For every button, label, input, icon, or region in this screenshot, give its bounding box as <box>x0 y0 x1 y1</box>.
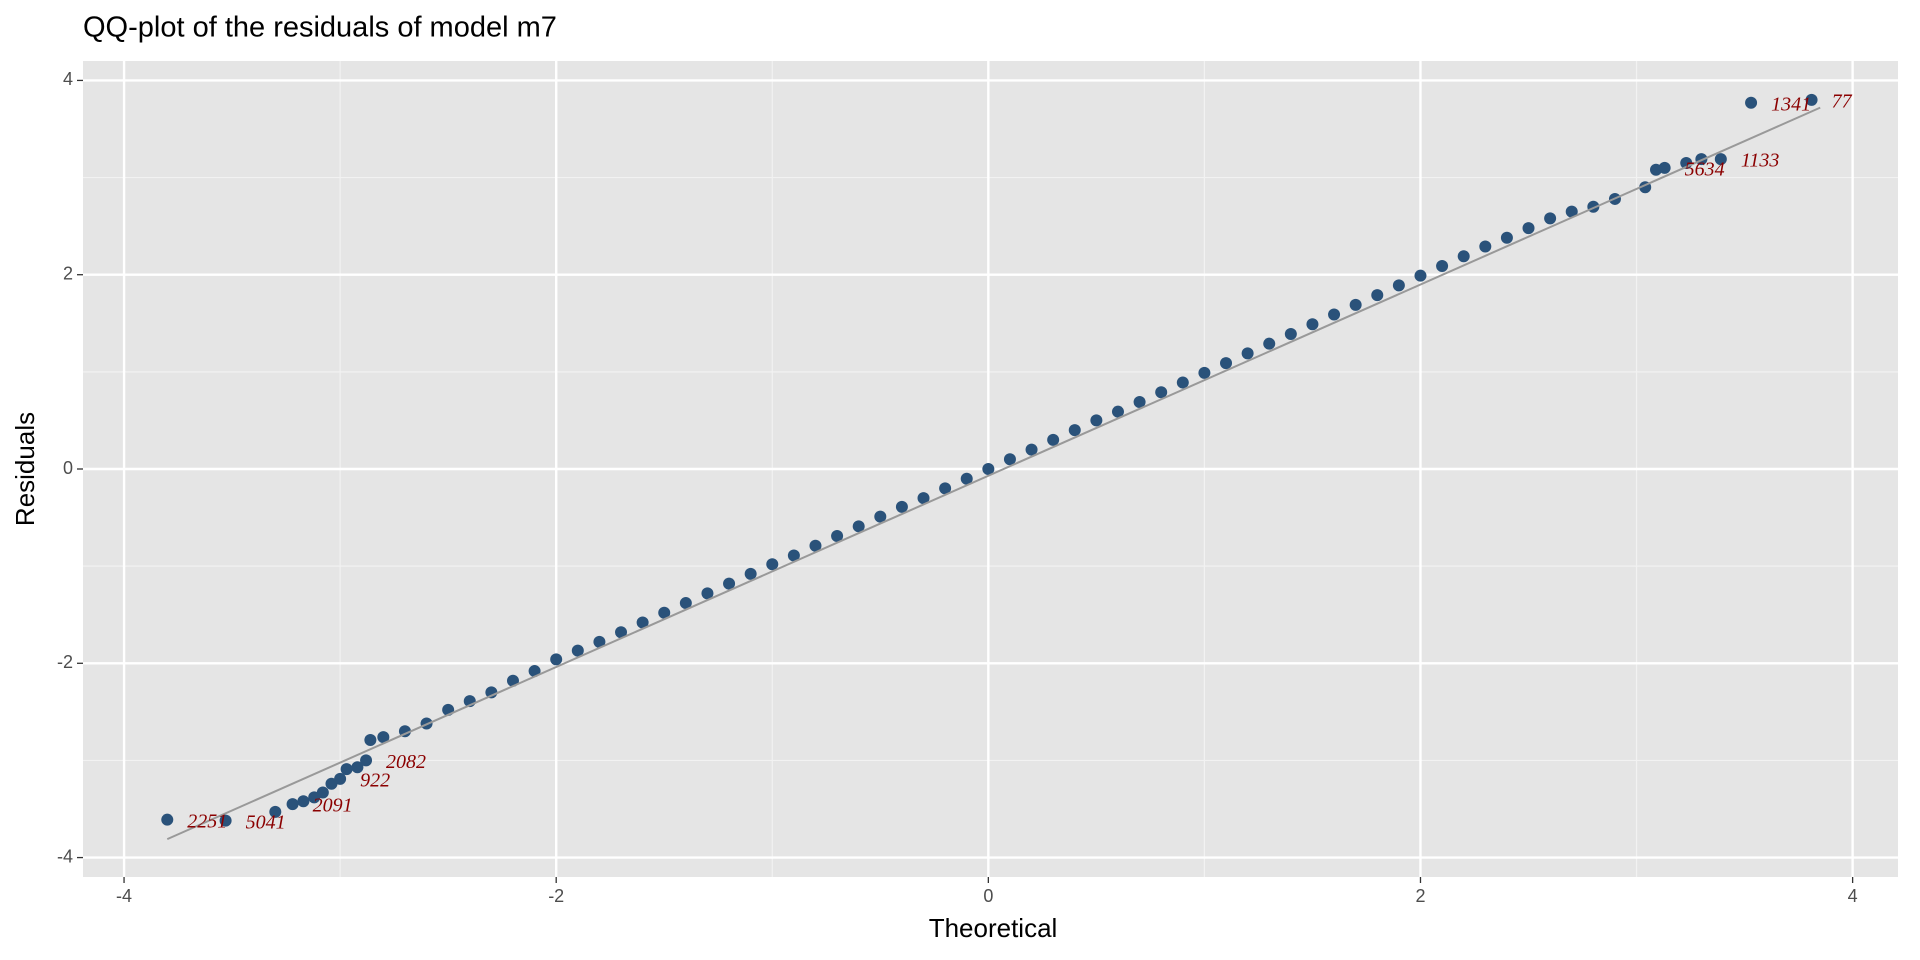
point <box>744 567 757 580</box>
point <box>1457 250 1470 263</box>
point <box>1025 443 1038 456</box>
reference-line <box>166 106 1821 841</box>
y-tick-label: 4 <box>63 69 73 89</box>
point <box>360 754 373 767</box>
point <box>636 616 649 629</box>
point <box>615 626 628 639</box>
point <box>219 814 232 827</box>
point <box>1479 240 1492 253</box>
point <box>1263 337 1276 350</box>
point-label: 77 <box>1832 90 1853 112</box>
point <box>809 539 822 552</box>
point <box>1155 386 1168 399</box>
point <box>939 482 952 495</box>
point <box>316 786 329 799</box>
x-tick-label: -4 <box>116 886 132 906</box>
point <box>1544 212 1557 225</box>
point <box>1414 269 1427 282</box>
point <box>364 734 377 747</box>
point <box>1658 161 1671 174</box>
point <box>787 549 800 562</box>
y-tick-label: 0 <box>63 458 73 478</box>
point <box>1068 424 1081 437</box>
point-label: 5041 <box>246 811 286 833</box>
y-tick-label: -4 <box>57 846 73 866</box>
point-label: 922 <box>360 769 390 791</box>
point <box>982 463 995 475</box>
point <box>571 644 584 657</box>
x-tick-label: 2 <box>1415 886 1425 906</box>
point <box>679 597 692 610</box>
point <box>723 577 736 590</box>
point <box>1328 308 1341 321</box>
point <box>1805 93 1818 106</box>
point <box>1745 96 1758 109</box>
point-label: 1341 <box>1771 93 1811 115</box>
point <box>1241 347 1254 360</box>
point <box>1349 298 1362 311</box>
chart-title: QQ-plot of the residuals of model m7 <box>83 12 557 44</box>
point-label: 2091 <box>313 795 353 817</box>
point <box>1003 453 1016 466</box>
point <box>701 587 714 600</box>
point-label: 5634 <box>1685 158 1725 180</box>
point <box>852 520 865 533</box>
x-axis-title: Theoretical <box>929 913 1058 943</box>
point <box>1198 366 1211 379</box>
point <box>1565 205 1578 218</box>
y-axis-title: Residuals <box>10 412 40 526</box>
point <box>960 472 973 485</box>
point <box>831 530 844 543</box>
point <box>340 763 353 776</box>
x-tick-label: -2 <box>548 886 564 906</box>
point <box>895 500 908 513</box>
point-label: 2082 <box>386 751 426 773</box>
point <box>1371 289 1384 302</box>
x-tick-label: 4 <box>1848 886 1858 906</box>
point <box>1284 327 1297 340</box>
point <box>1133 395 1146 408</box>
point-label: 1133 <box>1741 150 1780 172</box>
point <box>286 798 299 811</box>
point <box>1111 405 1124 418</box>
point-label: 2251 <box>187 810 227 832</box>
point <box>269 805 282 818</box>
point <box>766 558 779 571</box>
point <box>593 635 606 648</box>
point <box>1090 414 1103 427</box>
x-tick-label: 0 <box>983 886 993 906</box>
point <box>351 761 364 774</box>
point <box>917 492 930 505</box>
point <box>334 772 347 785</box>
point <box>1392 279 1405 292</box>
point <box>1522 222 1535 235</box>
point <box>297 795 310 808</box>
point <box>377 731 390 744</box>
y-tick-label: 2 <box>63 263 73 283</box>
point <box>1047 433 1060 446</box>
y-tick-label: -2 <box>57 652 73 672</box>
point <box>161 813 174 826</box>
point <box>1714 153 1727 166</box>
point <box>658 606 671 619</box>
point <box>1436 259 1449 272</box>
point <box>874 510 887 523</box>
point <box>1176 376 1189 389</box>
point <box>550 653 563 666</box>
point <box>1220 357 1233 370</box>
point <box>528 665 541 678</box>
point <box>1306 318 1319 331</box>
point <box>1500 231 1513 244</box>
